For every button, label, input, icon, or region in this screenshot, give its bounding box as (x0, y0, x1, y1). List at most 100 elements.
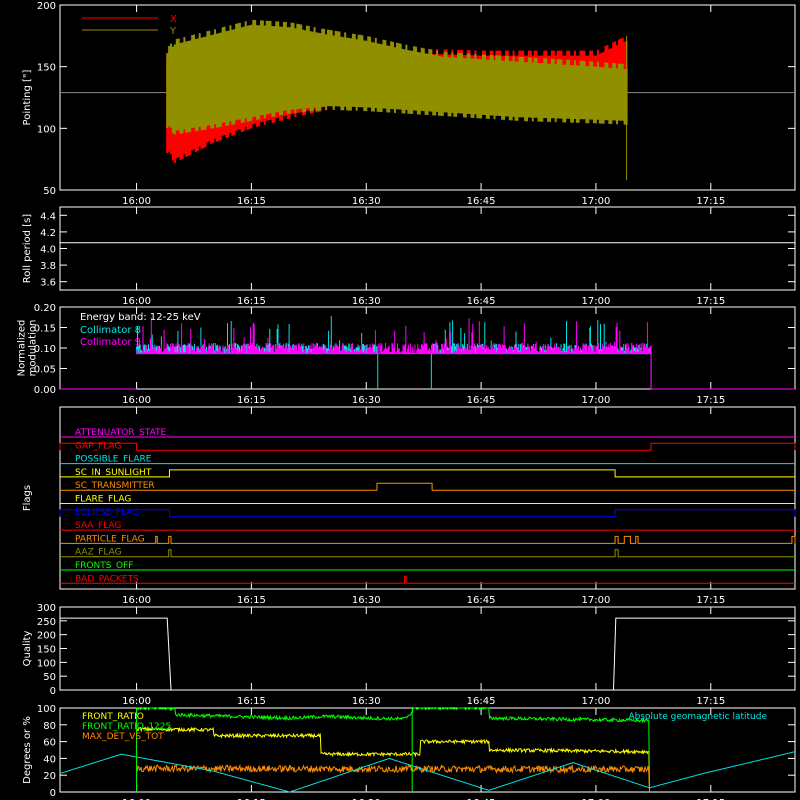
ratios-legend-max_det_vs_tot: MAX_DET_VS_TOT (82, 732, 164, 742)
pointing-xtick-label: 17:00 (582, 196, 611, 207)
quality-ylabel: Quality (22, 631, 33, 667)
pointing-frame (59, 4, 796, 191)
flags-frame (59, 406, 796, 590)
pointing-ytick-label: 50 (43, 186, 56, 197)
ratios-xtick-label: 17:00 (582, 798, 611, 800)
flag-line-eclipse_flag (59, 509, 796, 518)
roll-xtick-label: 16:30 (352, 296, 381, 307)
roll-ytick-label: 4.4 (40, 211, 56, 222)
modulation-xtick-label: 17:15 (696, 395, 725, 406)
ratios-xtick-label: 16:45 (467, 798, 496, 800)
modulation-annotation: Energy band: 12-25 keV (80, 312, 201, 323)
ratios-legend-latitude: Absolute geomagnetic latitude (628, 712, 767, 722)
legend-label-X: X (170, 14, 177, 25)
roll-ytick-label: 4.0 (40, 245, 56, 256)
flag-label-particle_flag: PARTICLE_FLAG (75, 534, 145, 544)
roll-xtick-label: 16:00 (122, 296, 151, 307)
quality-xtick-label: 16:15 (237, 696, 266, 707)
flag-line-sc_transmitter (60, 482, 795, 491)
ratios-series-front_ratio_1225 (136, 706, 651, 793)
quality-xtick-label: 16:45 (467, 696, 496, 707)
quality-ytick-label: 0 (50, 686, 56, 697)
ratios-series-absolute-geomagnetic-latitude (59, 751, 796, 793)
roll-xtick-label: 17:00 (582, 296, 611, 307)
quality-ytick-label: 50 (43, 672, 56, 683)
ratios-ylabel: Degrees or % (22, 716, 33, 784)
roll-xtick-label: 16:45 (467, 296, 496, 307)
ratios-xtick-label: 16:00 (122, 798, 151, 800)
pointing-xtick-label: 16:15 (237, 196, 266, 207)
pointing-series-Y (166, 19, 628, 135)
modulation-ytick-label: 0.20 (34, 303, 56, 314)
flag-line-particle_flag (60, 535, 796, 544)
ratios-ytick-label: 40 (43, 754, 56, 765)
flags-xtick-label: 17:00 (582, 595, 611, 606)
flag-label-aaz_flag: AAZ_FLAG (75, 548, 122, 558)
roll-ytick-label: 4.2 (40, 228, 56, 239)
flags-xtick-label: 16:15 (237, 595, 266, 606)
modulation-series-Collimator-9 (60, 317, 795, 390)
flag-label-sc_in_sunlight: SC_IN_SUNLIGHT (75, 468, 152, 478)
ratios-series-max_det_vs_tot (136, 763, 651, 793)
flags-xtick-label: 16:00 (122, 595, 151, 606)
ratios-ytick-label: 0 (50, 788, 56, 799)
roll-xtick-label: 17:15 (696, 296, 725, 307)
modulation-ylabel: modulation (28, 320, 39, 377)
quality-ytick-label: 300 (37, 603, 56, 614)
flags-xtick-label: 16:30 (352, 595, 381, 606)
modulation-ytick-label: 0.05 (34, 365, 56, 376)
ratios-legend-front_ratio: FRONT_RATIO (82, 712, 144, 722)
modulation-ytick-label: 0.10 (34, 344, 56, 355)
roll-xtick-label: 16:15 (237, 296, 266, 307)
modulation-xtick-label: 16:15 (237, 395, 266, 406)
flags-xtick-label: 17:15 (696, 595, 725, 606)
quality-ytick-label: 200 (37, 631, 56, 642)
ratios-ytick-label: 100 (37, 704, 56, 715)
flag-line-sc_in_sunlight (60, 469, 795, 478)
flag-label-gap_flag: GAP_FLAG (75, 441, 121, 451)
modulation-ytick-label: 0.00 (34, 385, 56, 396)
quality-ytick-label: 150 (37, 645, 56, 656)
quality-xtick-label: 17:15 (696, 696, 725, 707)
flag-line-gap_flag (59, 442, 796, 451)
ratios-xtick-label: 16:30 (352, 798, 381, 800)
quality-xtick-label: 16:30 (352, 696, 381, 707)
modulation-ylabel: Normalized (17, 320, 28, 377)
pointing-ytick-label: 100 (37, 124, 56, 135)
quality-line (60, 617, 795, 691)
modulation-xtick-label: 16:30 (352, 395, 381, 406)
pointing-xtick-label: 16:45 (467, 196, 496, 207)
pointing-ytick-label: 150 (37, 63, 56, 74)
quality-ytick-label: 250 (37, 617, 56, 628)
pointing-xtick-label: 16:30 (352, 196, 381, 207)
flag-label-possible_flare: POSSIBLE_FLARE (75, 455, 152, 465)
flag-label-attenuator_state: ATTENUATOR_STATE (75, 428, 167, 438)
ratios-ytick-label: 20 (43, 771, 56, 782)
modulation-xtick-label: 17:00 (582, 395, 611, 406)
modulation-legend-Collimator-9: Collimator 9 (80, 337, 141, 348)
quality-xtick-label: 16:00 (122, 696, 151, 707)
flag-line-aaz_flag (60, 549, 795, 558)
ratios-legend-front_ratio_1225: FRONT_RATIO_1225 (82, 722, 171, 732)
flag-line-bad_packets (60, 575, 795, 584)
roll-ylabel: Roll period [s] (22, 214, 33, 283)
modulation-xtick-label: 16:00 (122, 395, 151, 406)
roll-ytick-label: 3.8 (40, 261, 56, 272)
flag-label-bad_packets: BAD_PACKETS (75, 574, 139, 584)
modulation-ytick-label: 0.15 (34, 324, 56, 335)
pointing-ytick-label: 200 (37, 1, 56, 12)
flag-label-flare_flag: FLARE_FLAG (75, 495, 131, 505)
quality-ytick-label: 100 (37, 658, 56, 669)
flags-ylabel: Flags (22, 485, 33, 511)
flag-label-eclipse_flag: ECLIPSE_FLAG (75, 508, 139, 518)
legend-label-Y: Y (169, 26, 177, 37)
ratios-xtick-label: 16:15 (237, 798, 266, 800)
ratios-ytick-label: 80 (43, 721, 56, 732)
modulation-xtick-label: 16:45 (467, 395, 496, 406)
ratios-ytick-label: 60 (43, 738, 56, 749)
roll-ytick-label: 3.6 (40, 278, 56, 289)
flags-xtick-label: 16:45 (467, 595, 496, 606)
modulation-legend-Collimator-8: Collimator 8 (80, 325, 141, 336)
